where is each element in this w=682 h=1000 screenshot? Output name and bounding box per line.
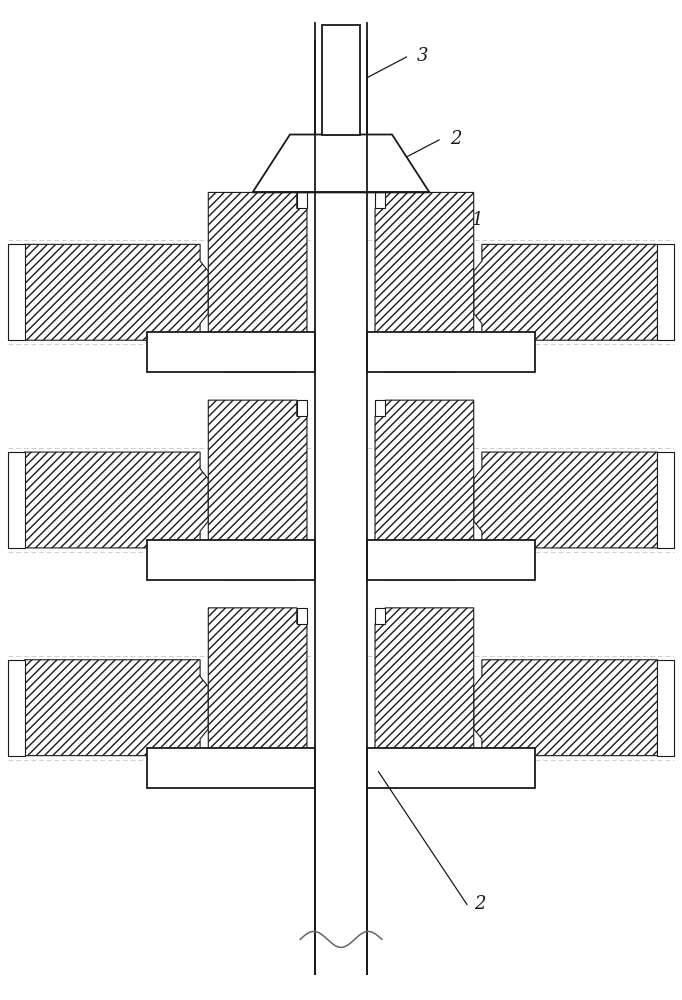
Bar (297, 608, 307, 624)
Polygon shape (375, 192, 474, 372)
Polygon shape (208, 192, 307, 372)
Bar (322, 25, 360, 135)
Bar (375, 608, 385, 624)
Polygon shape (252, 135, 430, 192)
Text: 1: 1 (472, 211, 483, 229)
Polygon shape (208, 608, 307, 788)
Bar (297, 400, 307, 416)
Bar (147, 540, 535, 580)
Bar (8, 452, 25, 548)
Bar (297, 192, 307, 208)
Polygon shape (375, 608, 474, 788)
Bar (147, 332, 535, 372)
Text: 3: 3 (417, 47, 429, 65)
Polygon shape (25, 660, 208, 756)
Bar (375, 400, 385, 416)
Polygon shape (474, 244, 657, 340)
Polygon shape (474, 452, 657, 548)
Bar (375, 192, 385, 208)
Bar (8, 244, 25, 340)
Polygon shape (375, 400, 474, 580)
Text: 2: 2 (450, 130, 462, 148)
Polygon shape (208, 400, 307, 580)
Polygon shape (474, 660, 657, 756)
Text: 2: 2 (474, 895, 485, 913)
Bar (8, 660, 25, 756)
Bar (147, 748, 535, 788)
Polygon shape (25, 244, 208, 340)
Polygon shape (25, 452, 208, 548)
Bar (657, 244, 674, 340)
Bar (315, 16, 367, 974)
Bar (657, 452, 674, 548)
Bar (657, 660, 674, 756)
